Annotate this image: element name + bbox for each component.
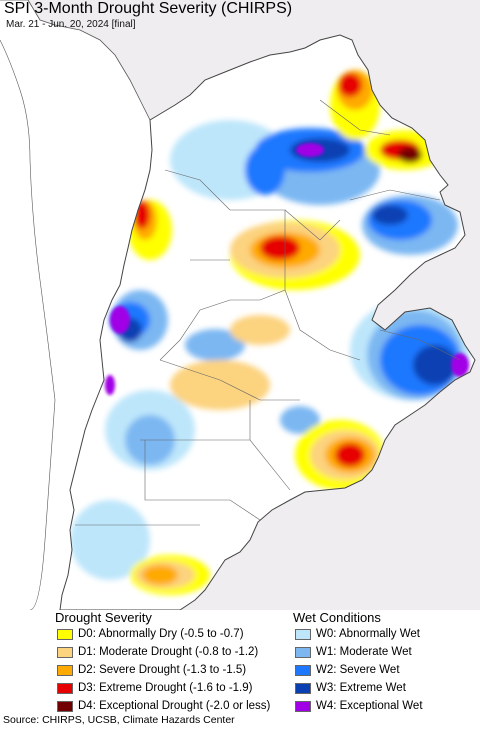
legend-item-w4: W4: Exceptional Wet bbox=[295, 699, 423, 713]
legend-swatch bbox=[295, 700, 311, 712]
legend-label: D0: Abnormally Dry (-0.5 to -0.7) bbox=[78, 628, 244, 640]
legend-item-w1: W1: Moderate Wet bbox=[295, 645, 412, 659]
legend-item-d0: D0: Abnormally Dry (-0.5 to -0.7) bbox=[57, 627, 244, 641]
drought-map bbox=[0, 0, 480, 610]
legend-label: D4: Exceptional Drought (-2.0 or less) bbox=[78, 700, 271, 712]
legend-item-w2: W2: Severe Wet bbox=[295, 663, 400, 677]
legend-label: W3: Extreme Wet bbox=[316, 682, 406, 694]
legend-swatch bbox=[295, 664, 311, 676]
map-subtitle: Mar. 21 - Jun. 20, 2024 [final] bbox=[6, 19, 136, 30]
legend-swatch bbox=[57, 682, 73, 694]
legend-item-d4: D4: Exceptional Drought (-2.0 or less) bbox=[57, 699, 270, 713]
legend-swatch bbox=[295, 628, 311, 640]
map-title: SPI 3-Month Drought Severity (CHIRPS) bbox=[4, 0, 293, 17]
legend-swatch bbox=[57, 664, 73, 676]
legend-item-d2: D2: Severe Drought (-1.3 to -1.5) bbox=[57, 663, 246, 677]
source-credit: Source: CHIRPS, UCSB, Climate Hazards Ce… bbox=[3, 714, 235, 726]
legend-label: D3: Extreme Drought (-1.6 to -1.9) bbox=[78, 682, 253, 694]
legend-label: D1: Moderate Drought (-0.8 to -1.2) bbox=[78, 646, 259, 658]
legend-swatch bbox=[57, 700, 73, 712]
legend-label: W4: Exceptional Wet bbox=[316, 700, 423, 712]
legend-swatch bbox=[295, 682, 311, 694]
legend-swatch bbox=[295, 646, 311, 658]
wet-legend-title: Wet Conditions bbox=[293, 610, 381, 625]
legend-item-d1: D1: Moderate Drought (-0.8 to -1.2) bbox=[57, 645, 258, 659]
legend-swatch bbox=[57, 628, 73, 640]
legend-item-w0: W0: Abnormally Wet bbox=[295, 627, 420, 641]
legend-label: W1: Moderate Wet bbox=[316, 646, 412, 658]
legend-item-d3: D3: Extreme Drought (-1.6 to -1.9) bbox=[57, 681, 252, 695]
legend-label: W2: Severe Wet bbox=[316, 664, 400, 676]
legend-label: D2: Severe Drought (-1.3 to -1.5) bbox=[78, 664, 247, 676]
legend-item-w3: W3: Extreme Wet bbox=[295, 681, 406, 695]
drought-legend-title: Drought Severity bbox=[55, 610, 152, 625]
legend-swatch bbox=[57, 646, 73, 658]
legend-label: W0: Abnormally Wet bbox=[316, 628, 420, 640]
